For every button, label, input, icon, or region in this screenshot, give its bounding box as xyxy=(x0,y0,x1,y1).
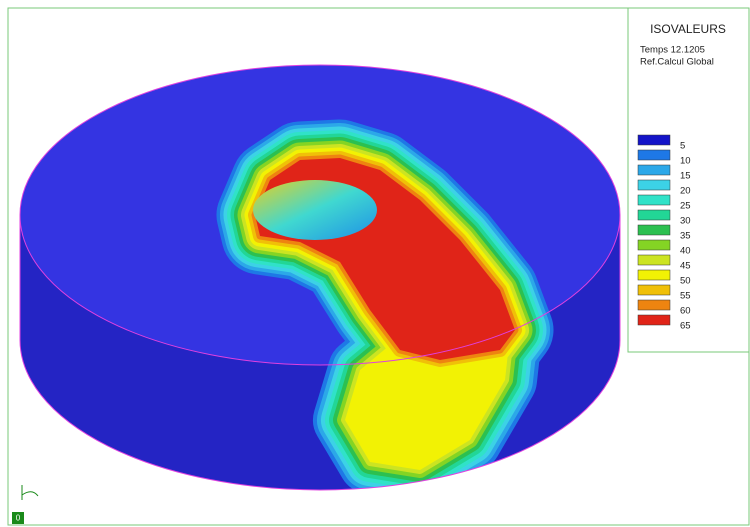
legend-label: 30 xyxy=(680,216,691,227)
legend-label: 50 xyxy=(680,276,691,287)
axis-triad xyxy=(21,485,39,500)
bottom-edge xyxy=(19,339,621,491)
legend-swatch xyxy=(637,179,671,191)
legend-swatch xyxy=(637,299,671,311)
legend-swatch xyxy=(637,164,671,176)
legend-label: 55 xyxy=(680,291,691,302)
legend-label: 65 xyxy=(680,321,691,332)
legend-title: ISOVALEURS xyxy=(650,22,726,36)
time-label: Temps 12.1205 xyxy=(640,45,705,56)
legend-label: 60 xyxy=(680,306,691,317)
legend-swatch xyxy=(637,254,671,266)
badge xyxy=(12,512,24,524)
bore xyxy=(253,180,377,240)
legend-swatch xyxy=(637,284,671,296)
model xyxy=(20,65,620,490)
legend-label: 45 xyxy=(680,261,691,272)
legend-label: 25 xyxy=(680,201,691,212)
legend-label: 5 xyxy=(680,141,685,152)
legend-swatch xyxy=(637,194,671,206)
legend-swatch xyxy=(637,209,671,221)
legend-swatch xyxy=(637,314,671,326)
legend: 5 10 15 20 25 30 35 40 45 50 55 60 65 xyxy=(637,134,691,332)
legend-swatch xyxy=(637,224,671,236)
legend-label: 10 xyxy=(680,156,691,167)
legend-swatch xyxy=(637,149,671,161)
badge-label: 0 xyxy=(16,514,21,523)
reference-label: Ref.Calcul Global xyxy=(640,57,714,68)
legend-label: 15 xyxy=(680,171,691,182)
legend-swatch xyxy=(637,269,671,281)
legend-label: 20 xyxy=(680,186,691,197)
legend-swatch xyxy=(637,239,671,251)
legend-label: 40 xyxy=(680,246,691,257)
legend-label: 35 xyxy=(680,231,691,242)
iso-band xyxy=(345,335,510,470)
legend-swatch xyxy=(637,134,671,146)
